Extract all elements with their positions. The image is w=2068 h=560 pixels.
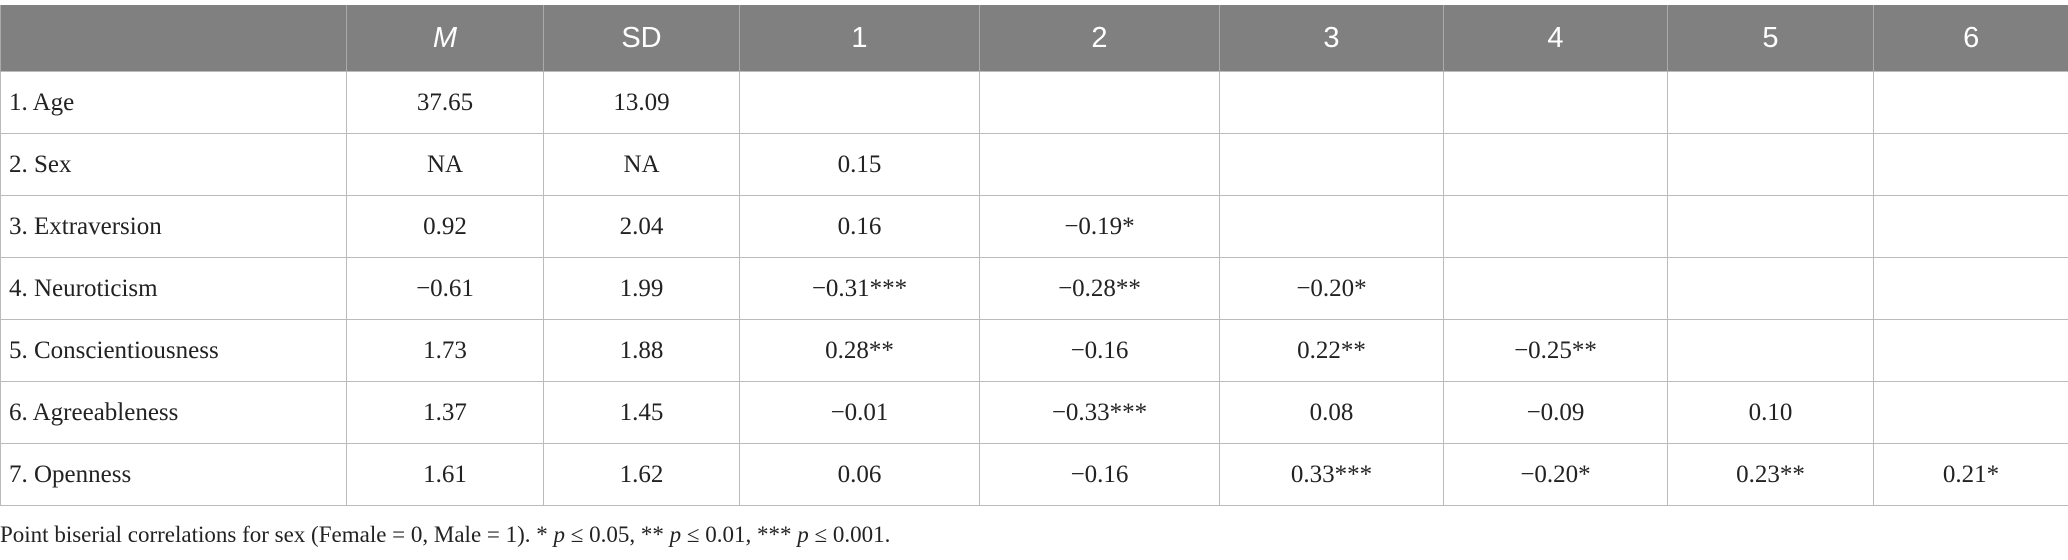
table-cell	[979, 133, 1220, 196]
table-cell: NA	[346, 133, 544, 196]
table-cell: NA	[543, 133, 740, 196]
table-cell	[1873, 71, 2068, 134]
column-header: 4	[1443, 5, 1668, 72]
table-cell: 0.15	[739, 133, 980, 196]
table-cell: −0.33***	[979, 381, 1220, 444]
table-cell	[1873, 195, 2068, 258]
table-row: 2. Sex NA NA 0.15	[0, 133, 2068, 196]
correlation-table: M SD 1 2 3 4 5 6 1. Age 37.65 13.09 2. Sex NA NA 0.15…	[0, 5, 2068, 506]
table-cell: −0.16	[979, 443, 1220, 506]
table-cell	[739, 71, 980, 134]
table-cell: 13.09	[543, 71, 740, 134]
table-cell	[1873, 133, 2068, 196]
table-row: 4. Neuroticism −0.61 1.99 −0.31*** −0.28** −0…	[0, 257, 2068, 320]
column-header: 5	[1667, 5, 1874, 72]
table-cell	[979, 71, 1220, 134]
table-cell: 0.23**	[1667, 443, 1874, 506]
table-cell: 1.99	[543, 257, 740, 320]
table-cell	[1443, 195, 1668, 258]
table-cell: 0.08	[1219, 381, 1444, 444]
footnote-part: ≤ 0.05, **	[565, 522, 670, 547]
row-label: 6. Agreeableness	[0, 381, 347, 444]
table-cell	[1667, 319, 1874, 382]
table-cell: 1.73	[346, 319, 544, 382]
table-cell: 0.28**	[739, 319, 980, 382]
table-cell: −0.25**	[1443, 319, 1668, 382]
table-cell	[1219, 133, 1444, 196]
table-cell	[1667, 195, 1874, 258]
table-row: 5. Conscientiousness 1.73 1.88 0.28** −0.16 0…	[0, 319, 2068, 382]
table-cell: −0.09	[1443, 381, 1668, 444]
table-body: 1. Age 37.65 13.09 2. Sex NA NA 0.15 3. Extrave…	[0, 71, 2068, 506]
column-header: 2	[979, 5, 1220, 72]
column-header: 1	[739, 5, 980, 72]
table-cell	[1443, 257, 1668, 320]
row-label: 2. Sex	[0, 133, 347, 196]
table-cell: −0.20*	[1443, 443, 1668, 506]
table-cell: 1.61	[346, 443, 544, 506]
row-label: 1. Age	[0, 71, 347, 134]
table-cell: 37.65	[346, 71, 544, 134]
table-cell	[1667, 257, 1874, 320]
table-cell: 1.45	[543, 381, 740, 444]
table-cell: −0.28**	[979, 257, 1220, 320]
table-row: 1. Age 37.65 13.09	[0, 71, 2068, 134]
footnote-part: ≤ 0.01, ***	[681, 522, 798, 547]
table-cell: 0.06	[739, 443, 980, 506]
row-label: 3. Extraversion	[0, 195, 347, 258]
table-cell	[1443, 133, 1668, 196]
table-cell	[1873, 257, 2068, 320]
column-header	[0, 5, 347, 72]
table-cell: 0.21*	[1873, 443, 2068, 506]
table-cell	[1873, 319, 2068, 382]
footnote-part: ≤ 0.001.	[808, 522, 891, 547]
footnote-part: p	[797, 522, 809, 547]
row-label: 7. Openness	[0, 443, 347, 506]
table-row: 3. Extraversion 0.92 2.04 0.16 −0.19*	[0, 195, 2068, 258]
footnote: Point biserial correlations for sex (Fem…	[0, 522, 890, 548]
table-cell	[1667, 133, 1874, 196]
table-cell: −0.31***	[739, 257, 980, 320]
column-header: 3	[1219, 5, 1444, 72]
table-cell: 0.10	[1667, 381, 1874, 444]
row-label: 4. Neuroticism	[0, 257, 347, 320]
table-cell	[1667, 71, 1874, 134]
table-cell: −0.20*	[1219, 257, 1444, 320]
table-row: 6. Agreeableness 1.37 1.45 −0.01 −0.33*** 0.0…	[0, 381, 2068, 444]
footnote-part: Point biserial correlations for sex (Fem…	[0, 522, 554, 547]
table-cell	[1443, 71, 1668, 134]
header-row: M SD 1 2 3 4 5 6	[0, 5, 2068, 72]
column-header: 6	[1873, 5, 2068, 72]
table-cell: 0.16	[739, 195, 980, 258]
table-cell	[1873, 381, 2068, 444]
footnote-part: p	[669, 522, 682, 547]
table-cell	[1219, 195, 1444, 258]
table-cell	[1219, 71, 1444, 134]
table-cell: −0.01	[739, 381, 980, 444]
column-header: SD	[543, 5, 740, 72]
table-cell: 0.22**	[1219, 319, 1444, 382]
table-cell: 1.62	[543, 443, 740, 506]
table-cell: 0.33***	[1219, 443, 1444, 506]
table-cell: 2.04	[543, 195, 740, 258]
table-cell: −0.19*	[979, 195, 1220, 258]
table-row: 7. Openness 1.61 1.62 0.06 −0.16 0.33*** −0.20…	[0, 443, 2068, 506]
table-cell: 1.37	[346, 381, 544, 444]
table-cell: 1.88	[543, 319, 740, 382]
table-cell: −0.61	[346, 257, 544, 320]
footnote-part: p	[553, 522, 566, 547]
row-label: 5. Conscientiousness	[0, 319, 347, 382]
column-header: M	[346, 5, 544, 72]
table-cell: 0.92	[346, 195, 544, 258]
table-cell: −0.16	[979, 319, 1220, 382]
